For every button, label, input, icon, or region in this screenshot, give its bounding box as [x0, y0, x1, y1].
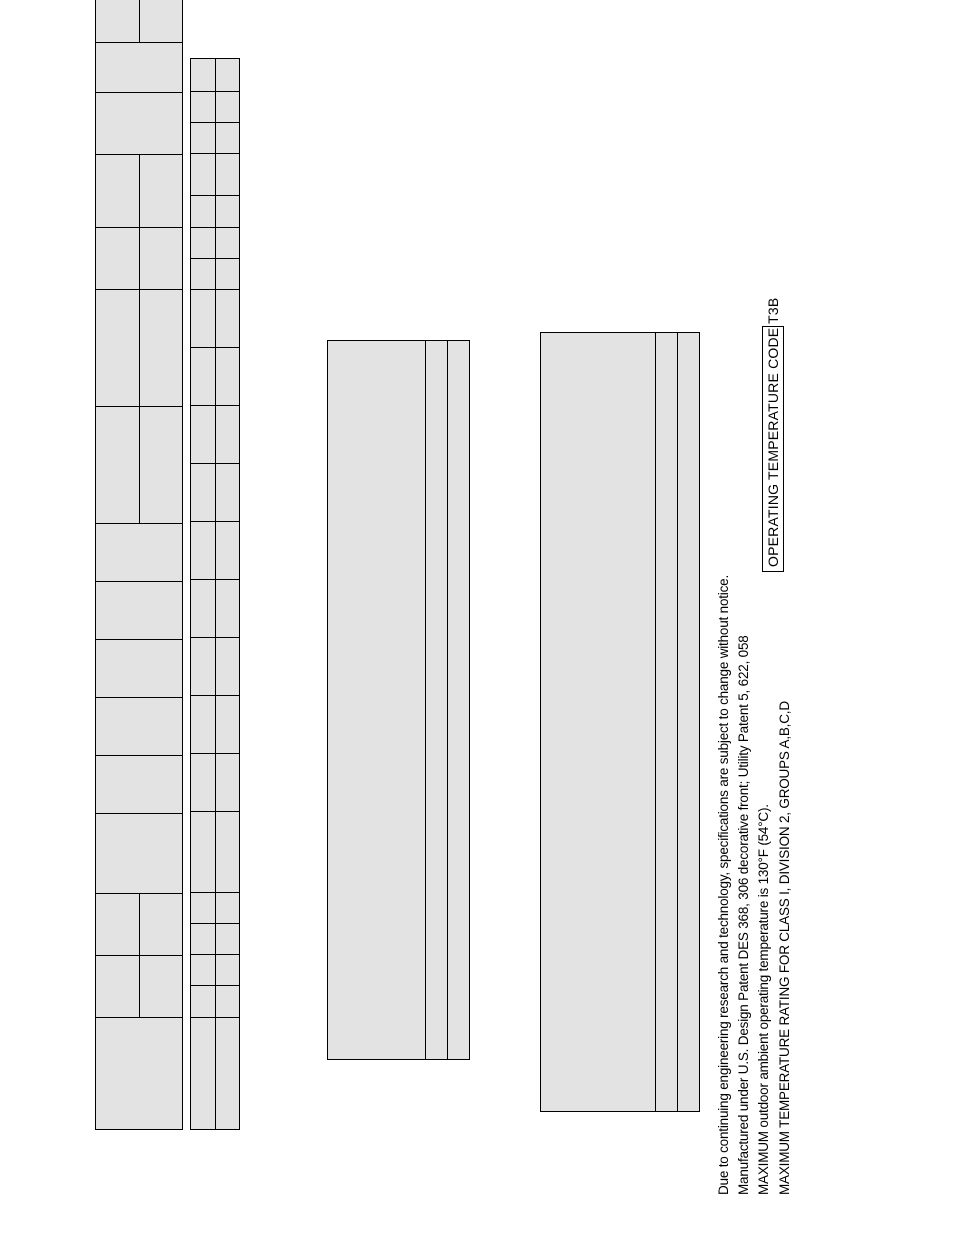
- footer-line: MAXIMUM TEMPERATURE RATING FOR CLASS I, …: [776, 635, 794, 1195]
- table-row: [656, 333, 678, 1112]
- footer-line: MAXIMUM outdoor ambient operating temper…: [755, 635, 773, 1195]
- table-row: [448, 341, 470, 1060]
- table-row: [678, 333, 700, 1112]
- spec-table-main: [95, 58, 183, 1130]
- spec-table-main-table: [95, 0, 183, 1130]
- panel-block-a-table: [327, 340, 470, 1060]
- spec-table-thin-table: [190, 58, 240, 1130]
- footer-line: Due to continuing engineering research a…: [715, 635, 733, 1195]
- table-row: [541, 333, 656, 1112]
- page: Due to continuing engineering research a…: [0, 0, 954, 1235]
- table-row: [215, 59, 240, 1130]
- panel-block-b: [540, 332, 700, 1112]
- panel-block-b-table: [540, 332, 700, 1112]
- footer-line: Manufactured under U.S. Design Patent DE…: [735, 635, 753, 1195]
- spec-table-thin: [190, 58, 240, 1130]
- footer-text-block: Due to continuing engineering research a…: [715, 635, 796, 1195]
- panel-block-a: [327, 340, 469, 1060]
- table-row: [426, 341, 448, 1060]
- operating-temperature-code-box: OPERATING TEMPERATURE CODE T3B: [762, 326, 784, 572]
- table-row: [328, 341, 426, 1060]
- table-row: [191, 59, 216, 1130]
- table-row: [96, 0, 140, 1130]
